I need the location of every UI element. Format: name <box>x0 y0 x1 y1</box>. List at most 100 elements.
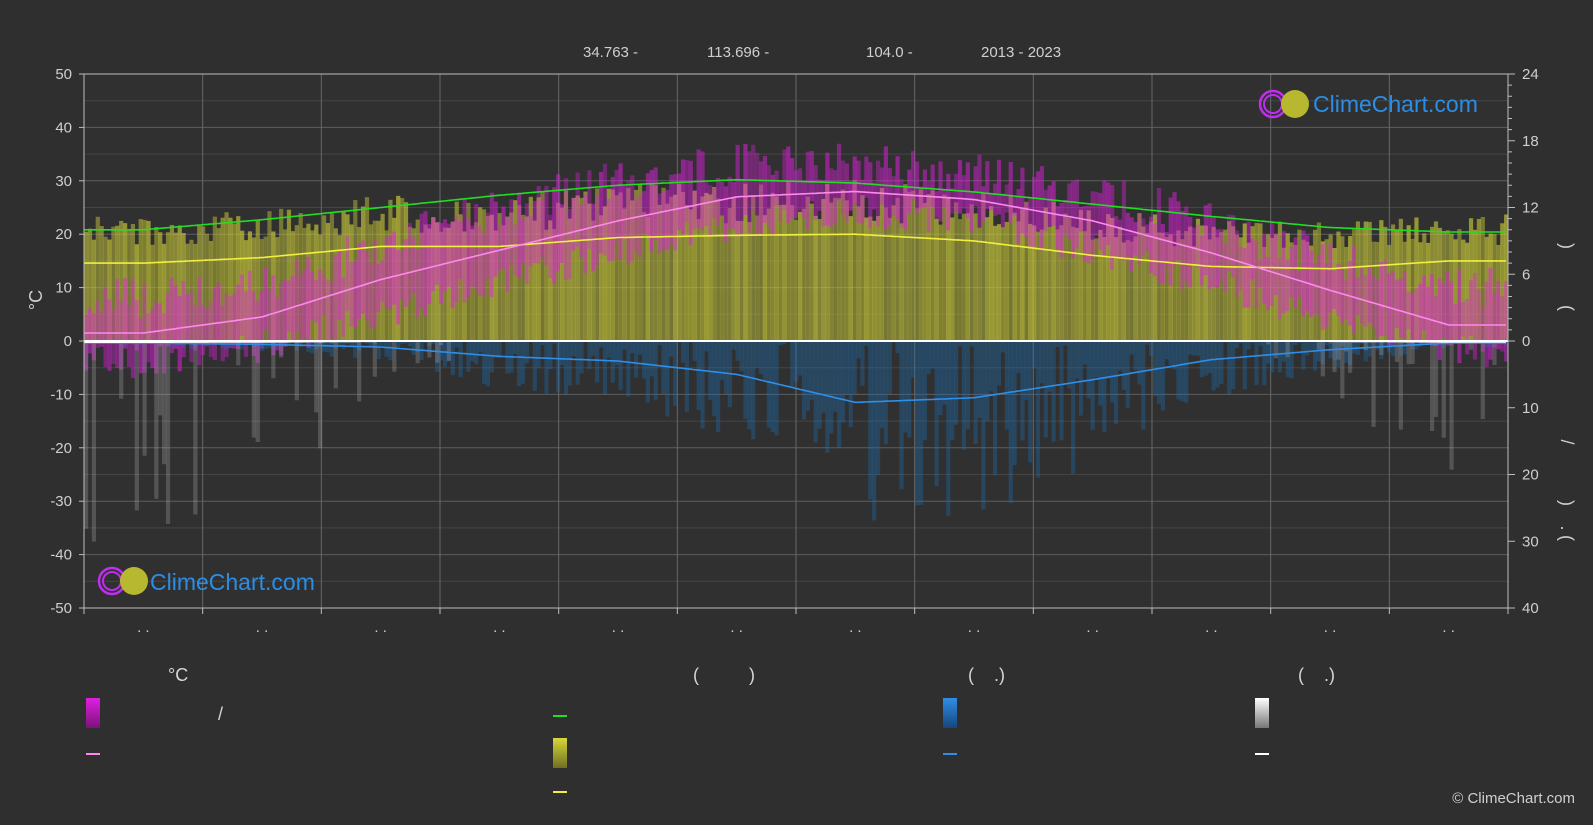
snow-bar <box>1429 341 1435 432</box>
rain-bar <box>380 341 385 346</box>
rain-bar <box>1164 341 1169 360</box>
daylight-line <box>84 178 1506 233</box>
sunshine-bar <box>415 219 420 341</box>
legend-rain-line-swatch <box>943 753 957 755</box>
rain-bar <box>716 341 721 433</box>
temp-range-bar <box>123 278 128 349</box>
snow-bar <box>294 341 299 401</box>
snow-bar <box>236 341 241 366</box>
sunshine-bar <box>634 189 639 341</box>
rain-bar <box>801 341 807 420</box>
rain-bar <box>489 341 494 373</box>
rain-bar <box>520 341 526 384</box>
sunshine-bar <box>321 215 327 341</box>
temp-range-bar <box>99 312 104 347</box>
temp-range-bar <box>216 282 221 341</box>
sunshine-bar <box>614 195 619 341</box>
sunshine-bar <box>185 243 190 341</box>
rain-bar <box>852 341 857 395</box>
snow-bar <box>154 341 159 499</box>
rain-bar <box>446 341 452 362</box>
sunshine-bar <box>1359 229 1364 341</box>
sunshine-bar <box>520 214 526 341</box>
sunshine-bar <box>996 224 1002 341</box>
logo-top[interactable]: ClimeChart.com <box>1258 89 1478 119</box>
temp-range-bar <box>1117 219 1123 257</box>
rain-bar <box>1398 341 1403 356</box>
temp-range-bar <box>790 158 795 219</box>
sunshine-bar <box>478 207 483 341</box>
left-tick-label: -50 <box>50 600 72 617</box>
sunshine-bar <box>942 194 947 341</box>
sunshine-bar <box>559 207 565 341</box>
sunshine-bar <box>1316 222 1322 341</box>
sunshine-bar <box>255 220 260 341</box>
temp-range-bar <box>653 167 658 241</box>
temp-range-bar <box>115 278 120 368</box>
rain-bar <box>1270 341 1275 373</box>
temp-range-bar <box>489 192 494 298</box>
temp-range-bar <box>446 223 452 287</box>
logo-bottom[interactable]: ClimeChart.com <box>97 566 315 596</box>
temp-range-bar <box>879 167 885 205</box>
rain-bar <box>517 341 522 387</box>
rain-bar <box>942 341 947 405</box>
temp-range-bar <box>1231 215 1236 278</box>
rain-bar <box>1008 341 1013 504</box>
temp-range-bar <box>801 181 807 218</box>
left-tick-label: -30 <box>50 493 72 510</box>
rain-bar <box>766 341 771 428</box>
sunshine-bar <box>1160 232 1165 341</box>
rain-bar <box>911 341 916 378</box>
rain-bar <box>282 341 288 347</box>
rain-bar <box>255 341 260 346</box>
sunshine-bar <box>575 195 580 341</box>
sunshine-bar <box>1117 226 1123 341</box>
temp-range-bar <box>501 206 506 269</box>
temp-range-bar <box>91 312 97 361</box>
sunshine-bar <box>716 198 721 341</box>
sunshine-bar <box>903 184 908 341</box>
temp-range-bar <box>1488 267 1493 360</box>
sunshine-bar <box>1480 216 1485 341</box>
temp-range-bar <box>993 183 998 216</box>
rain-bar <box>872 341 877 521</box>
temp-range-bar <box>119 300 124 370</box>
rain-bar <box>1332 341 1337 360</box>
sunshine-bar <box>829 202 834 341</box>
rain-bar <box>1266 341 1271 364</box>
sunshine-bar <box>134 244 139 341</box>
month-tick-label: . . <box>849 619 862 636</box>
temp-range-bar <box>969 192 974 232</box>
legend-sunshine-line-swatch <box>553 791 567 793</box>
temp-range-bar <box>442 219 448 291</box>
temp-range-bar <box>1043 189 1048 232</box>
rain-bar <box>1215 341 1220 388</box>
temp-range-bar <box>130 278 136 379</box>
temp-range-bar <box>583 194 588 273</box>
sunshine-bar <box>993 225 998 341</box>
sunshine-bar <box>805 196 810 341</box>
sunshine-bar <box>1285 233 1290 341</box>
temp-range-bar <box>548 214 553 278</box>
rain-bar <box>977 341 982 418</box>
sunshine-bar <box>509 212 514 341</box>
temp-range-bar <box>1359 267 1364 324</box>
sunshine-bar <box>489 214 494 341</box>
temp-range-bar <box>1059 202 1064 257</box>
temp-range-bar <box>517 193 522 278</box>
rain-bar <box>337 341 342 346</box>
rain-bar <box>1246 341 1251 350</box>
temp-range-bar <box>552 187 557 284</box>
sunshine-bar <box>1051 201 1056 341</box>
legend-rain-swatch <box>943 698 957 728</box>
rain-bar <box>1231 341 1236 390</box>
sunshine-bar <box>704 192 709 341</box>
sunshine-bar <box>1504 214 1509 341</box>
temp-range-bar <box>1457 270 1462 364</box>
rain-bar <box>708 341 713 400</box>
temp-range-bar <box>1496 281 1501 350</box>
temp-range-bar <box>579 204 584 259</box>
snow-bar <box>1492 341 1497 366</box>
rain-bar <box>1375 341 1380 351</box>
